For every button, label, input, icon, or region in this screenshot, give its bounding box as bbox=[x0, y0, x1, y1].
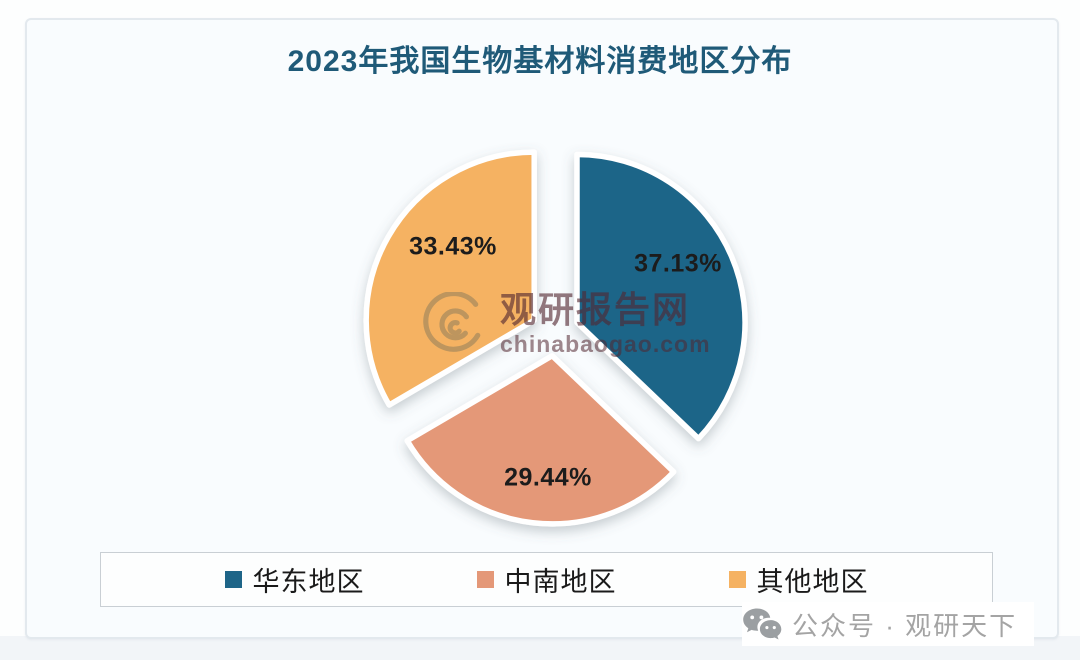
footer-watermark: 公众号 · 观研天下 bbox=[742, 602, 1034, 646]
legend: 华东地区 中南地区 其他地区 bbox=[100, 552, 993, 607]
pie-slice-qita bbox=[363, 149, 537, 408]
legend-item-huadong: 华东地区 bbox=[224, 560, 365, 599]
legend-item-qita: 其他地区 bbox=[728, 560, 869, 599]
pie-label-qita: 33.43% bbox=[409, 232, 497, 261]
chart-title: 2023年我国生物基材料消费地区分布 bbox=[287, 45, 793, 78]
legend-label-zhongnan: 中南地区 bbox=[504, 567, 617, 597]
pie-slice-zhongnan bbox=[404, 353, 677, 527]
footer-account-text: 公众号 · 观研天下 bbox=[792, 610, 1018, 641]
pie-label-huadong: 37.13% bbox=[634, 249, 722, 278]
chart-panel bbox=[25, 18, 1059, 639]
legend-label-qita: 其他地区 bbox=[756, 567, 869, 597]
legend-swatch-zhongnan bbox=[476, 571, 494, 588]
pie-label-zhongnan: 29.44% bbox=[504, 463, 592, 492]
wechat-icon bbox=[743, 608, 782, 640]
legend-swatch-huadong bbox=[224, 571, 242, 588]
pie-slice-huadong bbox=[574, 151, 748, 442]
legend-swatch-qita bbox=[728, 571, 746, 588]
legend-label-huadong: 华东地区 bbox=[252, 567, 365, 597]
legend-item-zhongnan: 中南地区 bbox=[476, 560, 617, 599]
